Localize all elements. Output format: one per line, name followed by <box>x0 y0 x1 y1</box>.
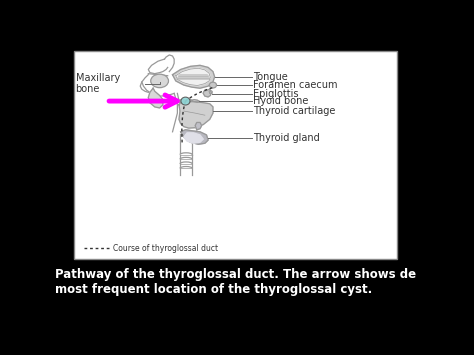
FancyBboxPatch shape <box>74 51 397 258</box>
Text: Pathway of the thyroglossal duct. The arrow shows de
most frequent location of t: Pathway of the thyroglossal duct. The ar… <box>55 268 416 296</box>
